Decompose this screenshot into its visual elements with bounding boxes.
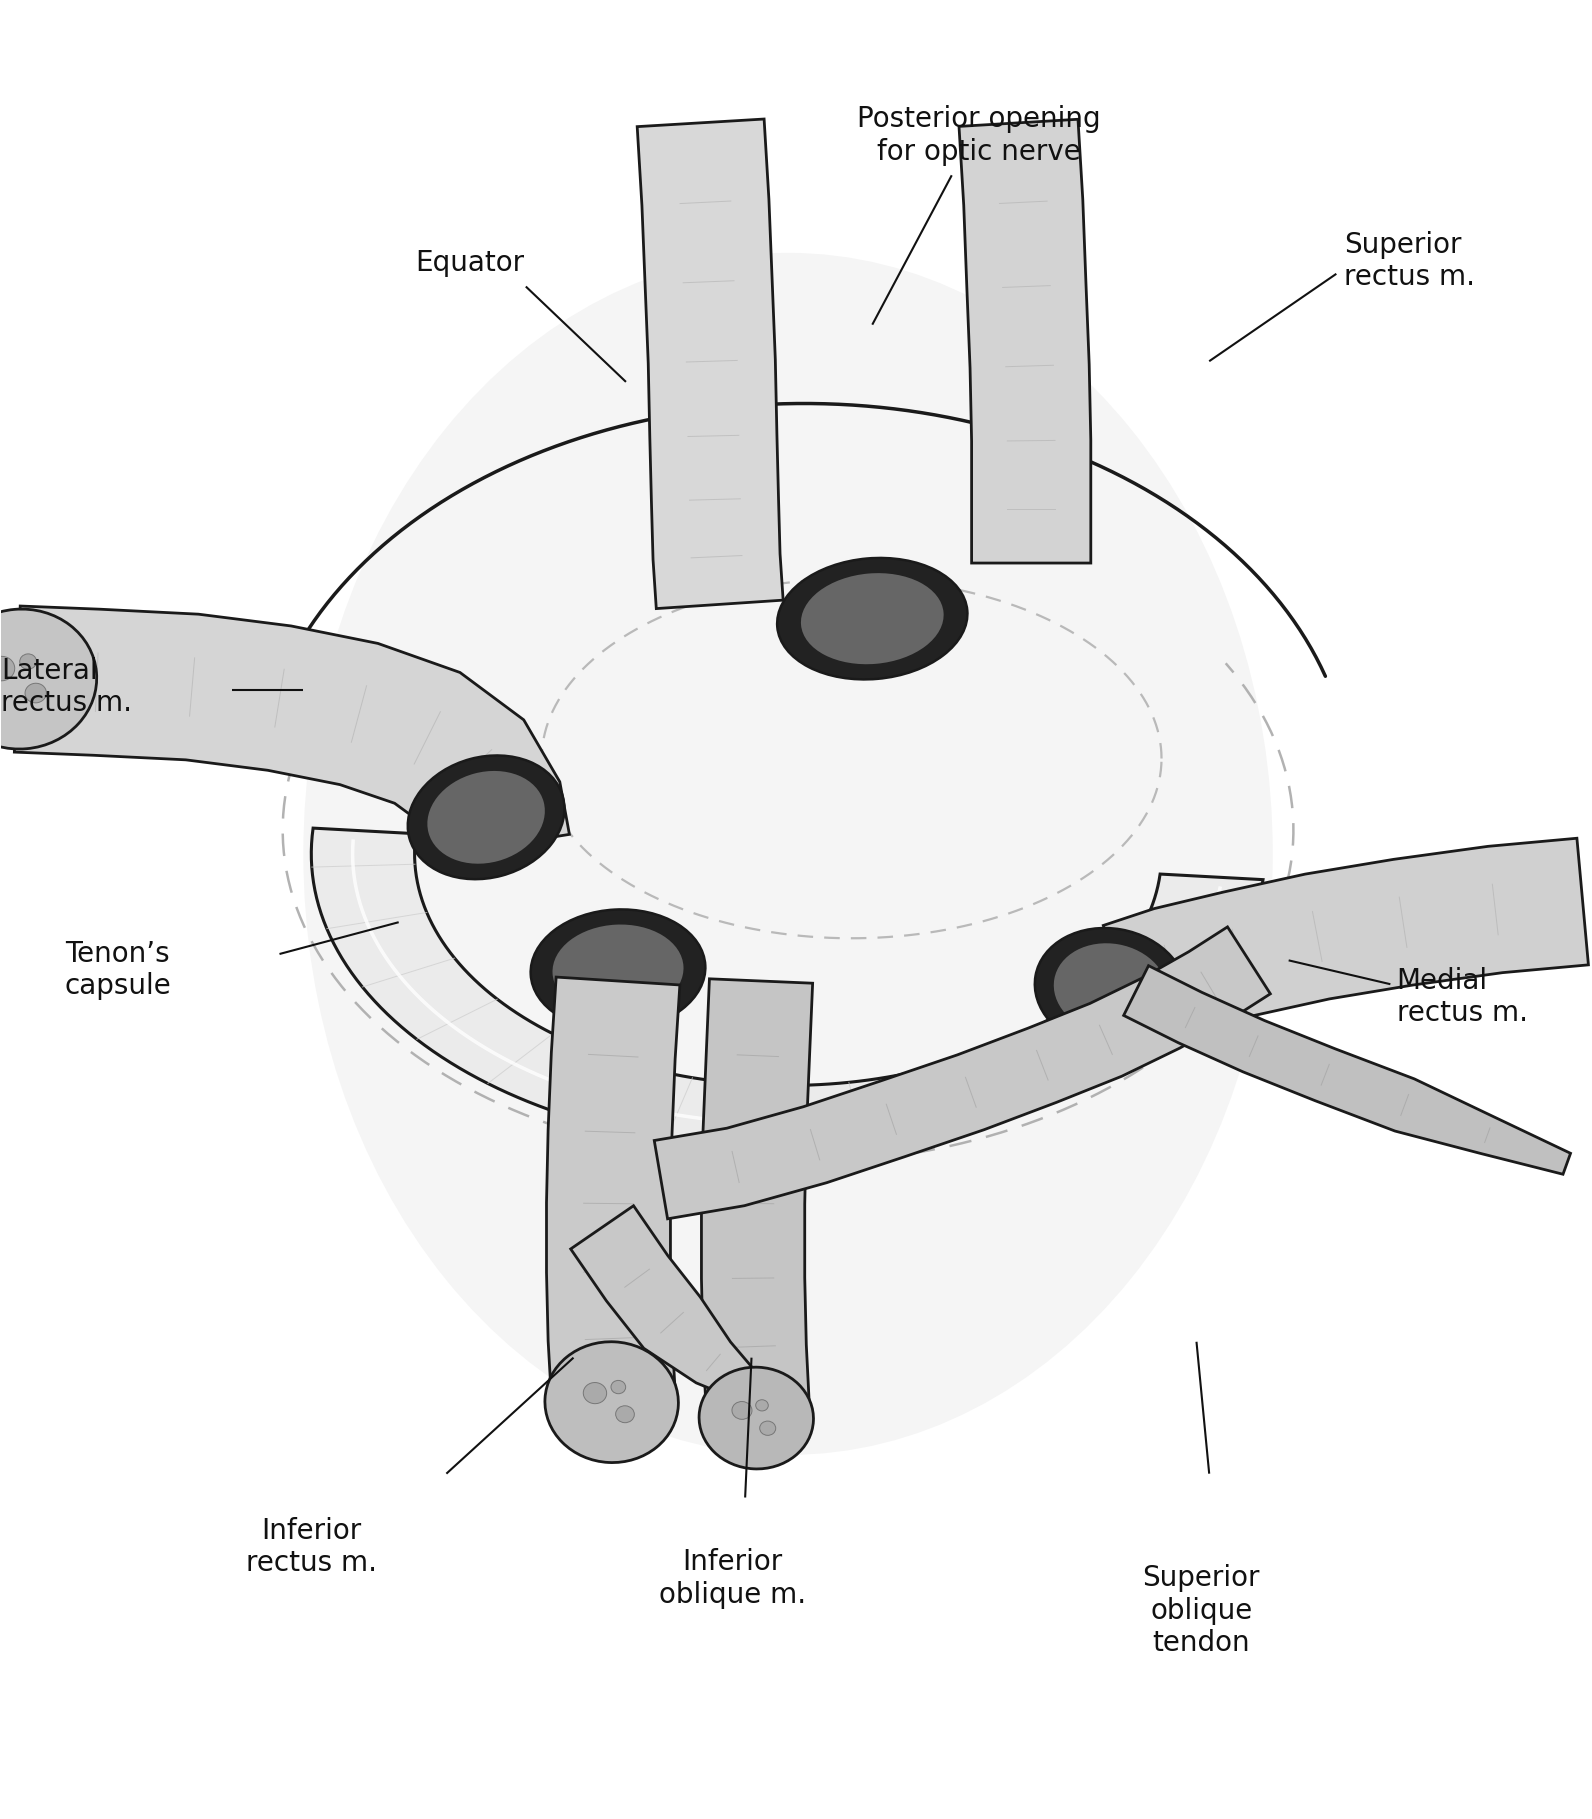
- Ellipse shape: [583, 1382, 607, 1404]
- Text: Posterior opening
for optic nerve: Posterior opening for optic nerve: [856, 106, 1100, 166]
- Text: Medial
rectus m.: Medial rectus m.: [1396, 966, 1528, 1028]
- Ellipse shape: [530, 910, 705, 1030]
- Text: Tenon’s
capsule: Tenon’s capsule: [65, 940, 172, 1000]
- Text: Equator: Equator: [416, 249, 525, 276]
- Ellipse shape: [756, 1401, 769, 1412]
- Ellipse shape: [732, 1401, 751, 1419]
- Ellipse shape: [0, 657, 14, 680]
- Ellipse shape: [801, 573, 944, 664]
- Polygon shape: [958, 120, 1091, 564]
- Ellipse shape: [1054, 944, 1167, 1035]
- Ellipse shape: [616, 1406, 634, 1422]
- Ellipse shape: [25, 684, 46, 702]
- Polygon shape: [312, 828, 1262, 1150]
- Ellipse shape: [408, 755, 565, 879]
- Ellipse shape: [19, 653, 37, 669]
- Polygon shape: [654, 928, 1270, 1219]
- Ellipse shape: [304, 253, 1272, 1455]
- Polygon shape: [1124, 966, 1571, 1175]
- Polygon shape: [546, 977, 680, 1397]
- Ellipse shape: [544, 1342, 678, 1462]
- Text: Inferior
rectus m.: Inferior rectus m.: [245, 1517, 377, 1577]
- Polygon shape: [570, 1206, 761, 1402]
- Polygon shape: [1103, 839, 1589, 1046]
- Text: Superior
oblique
tendon: Superior oblique tendon: [1143, 1564, 1259, 1657]
- Ellipse shape: [0, 609, 97, 749]
- Text: Inferior
oblique m.: Inferior oblique m.: [659, 1548, 806, 1608]
- Ellipse shape: [427, 771, 544, 864]
- Ellipse shape: [777, 558, 968, 680]
- Ellipse shape: [552, 924, 683, 1015]
- Text: Superior
rectus m.: Superior rectus m.: [1344, 231, 1476, 291]
- Ellipse shape: [699, 1368, 814, 1470]
- Polygon shape: [702, 979, 812, 1413]
- Polygon shape: [14, 606, 570, 857]
- Text: Lateral
rectus m.: Lateral rectus m.: [2, 657, 132, 717]
- Polygon shape: [637, 118, 783, 609]
- Ellipse shape: [611, 1381, 626, 1393]
- Ellipse shape: [759, 1421, 775, 1435]
- Ellipse shape: [1035, 928, 1186, 1050]
